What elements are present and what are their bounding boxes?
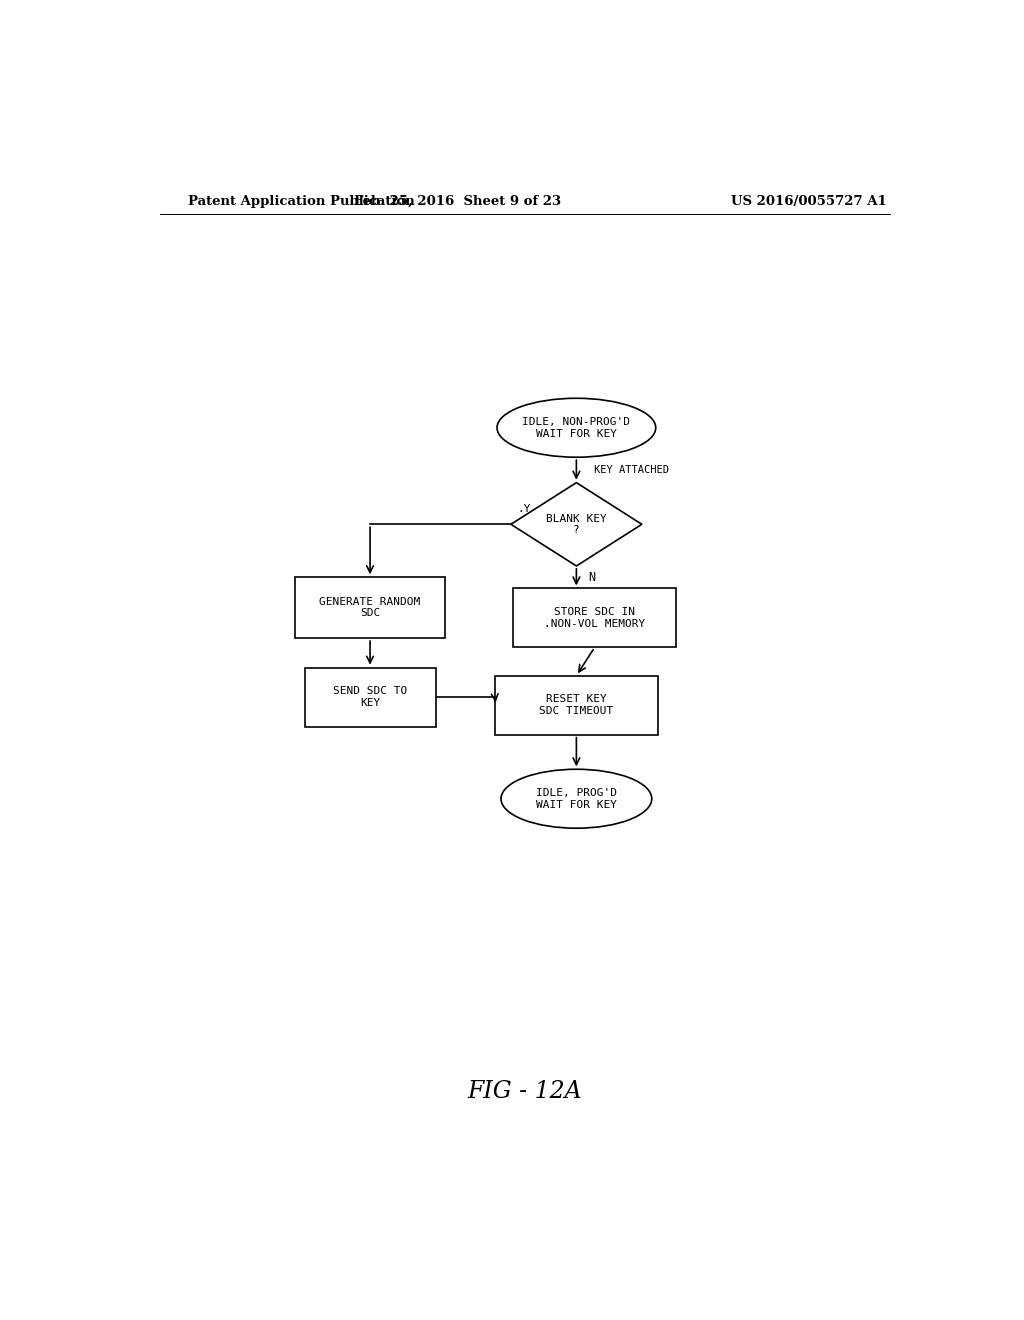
Bar — [513, 589, 676, 647]
Text: FIG - 12A: FIG - 12A — [468, 1080, 582, 1104]
Text: IDLE, PROG'D
WAIT FOR KEY: IDLE, PROG'D WAIT FOR KEY — [536, 788, 616, 809]
Text: N: N — [588, 570, 595, 583]
Bar — [295, 577, 445, 638]
Text: STORE SDC IN
.NON-VOL MEMORY: STORE SDC IN .NON-VOL MEMORY — [544, 607, 645, 628]
Bar — [304, 668, 435, 726]
Text: SEND SDC TO
KEY: SEND SDC TO KEY — [333, 686, 408, 708]
Text: Feb. 25, 2016  Sheet 9 of 23: Feb. 25, 2016 Sheet 9 of 23 — [353, 194, 561, 207]
Ellipse shape — [497, 399, 655, 457]
Text: US 2016/0055727 A1: US 2016/0055727 A1 — [731, 194, 887, 207]
Text: RESET KEY
SDC TIMEOUT: RESET KEY SDC TIMEOUT — [540, 694, 613, 715]
Text: GENERATE RANDOM
SDC: GENERATE RANDOM SDC — [319, 597, 421, 619]
Bar — [495, 676, 657, 735]
Text: Patent Application Publication: Patent Application Publication — [187, 194, 415, 207]
Text: .Y: .Y — [517, 504, 530, 515]
Text: IDLE, NON-PROG'D
WAIT FOR KEY: IDLE, NON-PROG'D WAIT FOR KEY — [522, 417, 631, 438]
Text: BLANK KEY
?: BLANK KEY ? — [546, 513, 607, 535]
Polygon shape — [511, 483, 642, 566]
Ellipse shape — [501, 770, 652, 828]
Text: KEY ATTACHED: KEY ATTACHED — [594, 465, 669, 475]
